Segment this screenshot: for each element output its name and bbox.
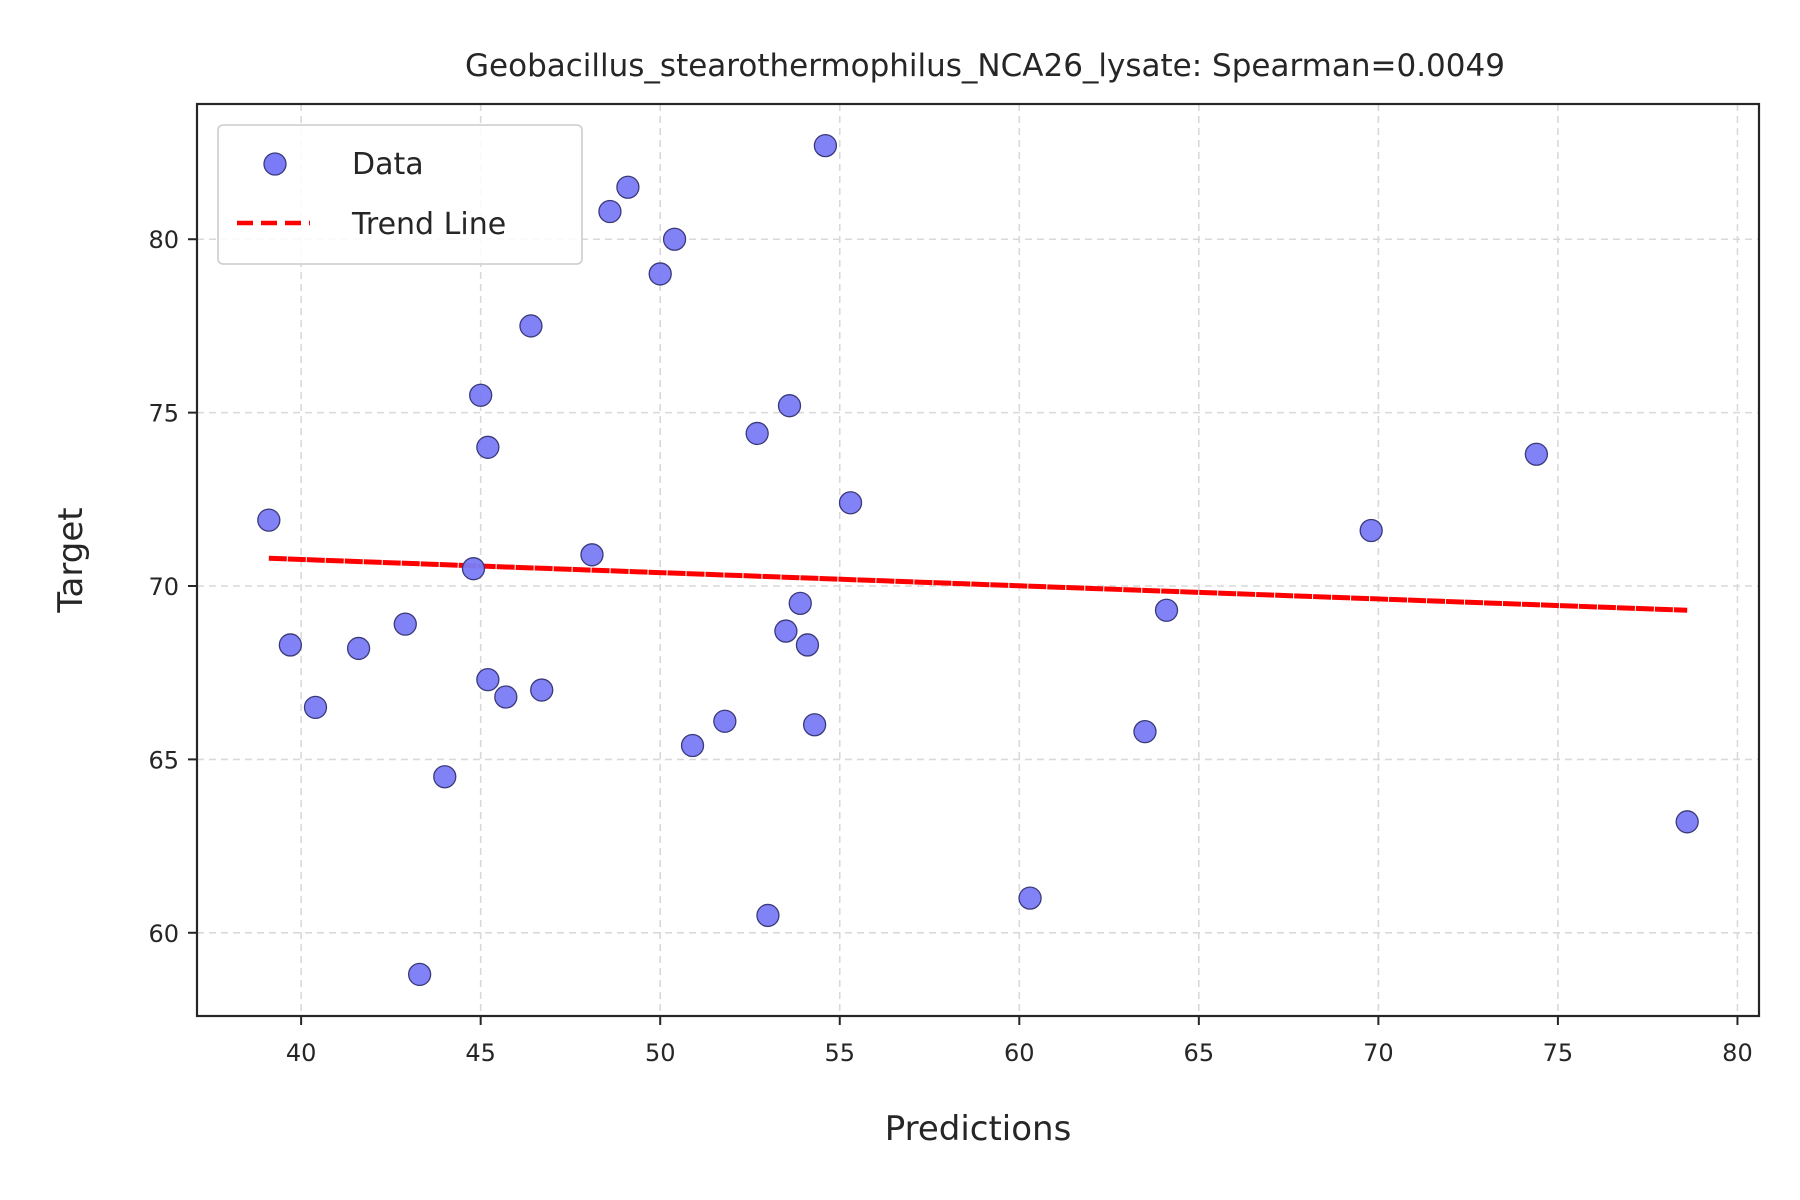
data-point bbox=[813, 133, 838, 158]
legend-trend-label: Trend Line bbox=[351, 207, 506, 242]
data-point bbox=[838, 491, 863, 515]
x-tick-label: 80 bbox=[1722, 1039, 1753, 1067]
legend-box bbox=[217, 124, 583, 265]
data-point bbox=[469, 383, 493, 407]
data-point bbox=[713, 709, 737, 733]
grid-lines bbox=[197, 104, 1759, 1016]
data-point bbox=[476, 435, 500, 459]
data-point bbox=[598, 199, 622, 224]
data-point bbox=[1133, 720, 1157, 744]
y-tick-label: 80 bbox=[148, 226, 179, 254]
data-point bbox=[476, 667, 500, 692]
data-point bbox=[1018, 886, 1042, 910]
y-axis-ticks: 60 65 70 75 80 bbox=[148, 226, 197, 948]
y-tick-label: 75 bbox=[148, 400, 179, 428]
data-point bbox=[494, 685, 518, 709]
data-point bbox=[802, 713, 827, 737]
legend: Data Trend Line bbox=[217, 124, 583, 265]
legend-data-label: Data bbox=[352, 147, 424, 182]
y-tick-label: 60 bbox=[148, 920, 179, 948]
x-axis-label: Predictions bbox=[885, 1109, 1072, 1149]
data-point bbox=[616, 175, 640, 199]
x-tick-label: 50 bbox=[645, 1039, 676, 1067]
data-point bbox=[519, 314, 543, 338]
data-point bbox=[346, 636, 371, 661]
data-point bbox=[461, 557, 486, 581]
data-point bbox=[1524, 442, 1549, 466]
x-tick-label: 60 bbox=[1004, 1039, 1035, 1067]
data-point bbox=[433, 765, 457, 789]
data-point bbox=[795, 633, 820, 657]
data-point bbox=[257, 508, 281, 532]
x-tick-label: 70 bbox=[1363, 1039, 1394, 1067]
data-point bbox=[530, 678, 554, 702]
data-point bbox=[774, 619, 798, 643]
x-tick-label: 65 bbox=[1184, 1039, 1215, 1067]
y-axis-label: Target bbox=[51, 507, 91, 613]
data-point bbox=[1675, 810, 1699, 834]
x-tick-label: 75 bbox=[1543, 1039, 1574, 1067]
data-point bbox=[278, 633, 303, 657]
data-point bbox=[680, 733, 705, 758]
data-point bbox=[407, 962, 432, 987]
data-point bbox=[745, 421, 769, 446]
data-points bbox=[257, 133, 1699, 987]
data-point bbox=[580, 543, 604, 567]
data-point bbox=[1154, 598, 1179, 622]
trend-line-layer bbox=[268, 555, 1688, 613]
plot-frame bbox=[195, 102, 1761, 1018]
data-point bbox=[648, 262, 672, 286]
data-point bbox=[303, 695, 328, 720]
legend-data-marker bbox=[263, 152, 287, 176]
x-axis-ticks: 40 45 50 55 60 65 70 75 80 bbox=[286, 1016, 1753, 1067]
data-point bbox=[788, 591, 812, 615]
data-point bbox=[777, 394, 802, 418]
data-point bbox=[662, 227, 687, 251]
x-tick-label: 40 bbox=[286, 1039, 317, 1067]
data-point bbox=[756, 903, 780, 928]
x-tick-label: 55 bbox=[824, 1039, 855, 1067]
chart-title: Geobacillus_stearothermophilus_NCA26_lys… bbox=[465, 48, 1505, 84]
data-point bbox=[1359, 518, 1383, 543]
trend-line bbox=[268, 555, 1688, 613]
data-point bbox=[393, 612, 417, 636]
y-tick-label: 70 bbox=[148, 573, 179, 601]
x-tick-label: 45 bbox=[465, 1039, 496, 1067]
y-tick-label: 65 bbox=[148, 746, 179, 774]
